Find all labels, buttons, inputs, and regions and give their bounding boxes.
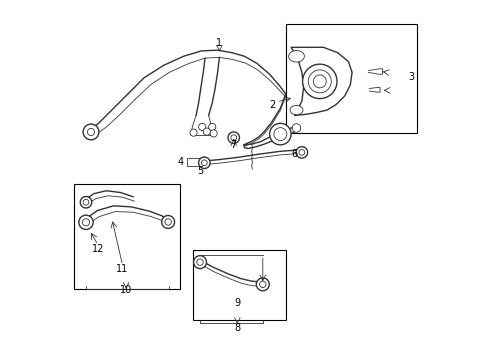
Bar [285, 24, 416, 134]
Bar [187, 158, 201, 166]
Circle shape [273, 128, 286, 140]
Circle shape [208, 123, 215, 131]
Circle shape [227, 132, 239, 143]
Text: 6: 6 [290, 149, 296, 159]
Text: 4: 4 [177, 157, 183, 167]
Text: 12: 12 [92, 244, 104, 254]
Circle shape [162, 216, 174, 228]
Text: 8: 8 [234, 323, 240, 333]
Text: 10: 10 [120, 285, 132, 296]
Text: 7: 7 [230, 140, 236, 150]
Circle shape [164, 219, 171, 225]
Circle shape [292, 124, 300, 132]
Circle shape [210, 130, 217, 137]
Text: 11: 11 [116, 264, 128, 274]
Text: 5: 5 [197, 166, 203, 176]
Text: 2: 2 [269, 100, 275, 110]
Circle shape [230, 135, 236, 140]
Circle shape [82, 219, 89, 226]
Circle shape [193, 256, 206, 269]
Circle shape [313, 75, 325, 88]
Circle shape [190, 129, 197, 136]
Circle shape [83, 124, 99, 140]
Circle shape [198, 157, 210, 168]
Circle shape [80, 197, 92, 208]
Circle shape [198, 123, 205, 131]
Circle shape [79, 215, 93, 229]
Circle shape [196, 259, 203, 265]
Circle shape [87, 129, 94, 135]
Circle shape [83, 199, 89, 205]
Text: 3: 3 [407, 72, 413, 82]
Circle shape [296, 147, 307, 158]
Text: 1: 1 [216, 38, 222, 48]
Bar [74, 184, 180, 289]
Ellipse shape [289, 105, 303, 115]
Bar [192, 250, 285, 320]
Circle shape [259, 281, 265, 288]
Circle shape [203, 128, 210, 135]
Circle shape [298, 149, 304, 155]
Circle shape [256, 278, 269, 291]
Circle shape [308, 70, 330, 93]
Circle shape [201, 160, 207, 166]
Text: 9: 9 [234, 298, 240, 308]
Circle shape [269, 123, 290, 145]
Circle shape [302, 64, 336, 99]
Ellipse shape [288, 50, 304, 62]
